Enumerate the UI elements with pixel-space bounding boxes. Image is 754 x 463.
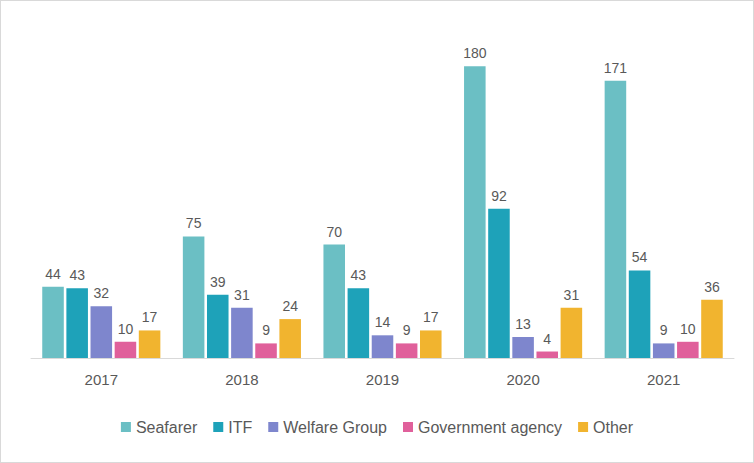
svg-text:70: 70 bbox=[326, 224, 342, 240]
svg-text:32: 32 bbox=[94, 285, 110, 301]
svg-text:2017: 2017 bbox=[85, 371, 118, 388]
svg-text:10: 10 bbox=[118, 321, 134, 337]
svg-text:24: 24 bbox=[282, 298, 298, 314]
svg-text:31: 31 bbox=[234, 287, 250, 303]
svg-text:180: 180 bbox=[463, 45, 487, 61]
svg-text:Welfare Group: Welfare Group bbox=[283, 419, 387, 436]
svg-text:54: 54 bbox=[632, 249, 648, 265]
svg-text:2019: 2019 bbox=[366, 371, 399, 388]
svg-text:2021: 2021 bbox=[647, 371, 680, 388]
svg-text:75: 75 bbox=[186, 215, 202, 231]
svg-text:13: 13 bbox=[515, 316, 531, 332]
svg-text:9: 9 bbox=[660, 322, 668, 338]
svg-text:44: 44 bbox=[45, 266, 61, 282]
svg-text:4: 4 bbox=[543, 331, 551, 347]
svg-text:Other: Other bbox=[593, 419, 634, 436]
svg-text:2020: 2020 bbox=[506, 371, 539, 388]
svg-text:39: 39 bbox=[210, 274, 226, 290]
svg-text:9: 9 bbox=[403, 322, 411, 338]
svg-text:92: 92 bbox=[491, 188, 507, 204]
svg-text:17: 17 bbox=[423, 309, 439, 325]
svg-text:Government agency: Government agency bbox=[418, 419, 562, 436]
svg-text:31: 31 bbox=[564, 287, 580, 303]
svg-text:Seafarer: Seafarer bbox=[136, 419, 198, 436]
svg-text:43: 43 bbox=[69, 267, 85, 283]
svg-text:43: 43 bbox=[351, 267, 367, 283]
svg-text:10: 10 bbox=[680, 321, 696, 337]
svg-text:36: 36 bbox=[704, 279, 720, 295]
svg-text:2018: 2018 bbox=[225, 371, 258, 388]
svg-text:17: 17 bbox=[142, 309, 158, 325]
svg-text:ITF: ITF bbox=[228, 419, 252, 436]
svg-text:171: 171 bbox=[604, 60, 628, 76]
svg-text:14: 14 bbox=[375, 314, 391, 330]
svg-text:9: 9 bbox=[262, 322, 270, 338]
